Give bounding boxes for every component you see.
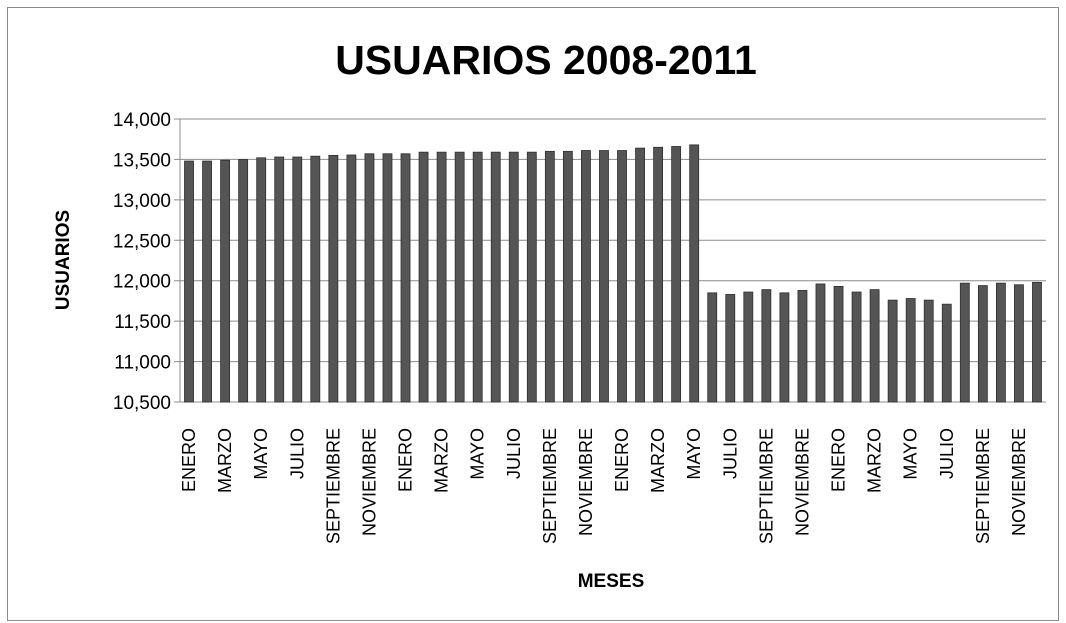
bar xyxy=(256,157,267,403)
bar xyxy=(508,151,519,403)
x-tick-label: NOVIEMBRE xyxy=(576,428,596,536)
y-tick-label: 14,000 xyxy=(113,110,171,131)
x-tick-label: MAYO xyxy=(901,428,921,480)
x-tick-label: ENERO xyxy=(612,428,632,492)
bar xyxy=(725,294,736,403)
bar xyxy=(490,151,501,403)
bar xyxy=(238,159,249,403)
bar xyxy=(797,290,808,403)
x-tick-label: SEPTIEMBRE xyxy=(973,428,993,544)
bar xyxy=(887,299,898,403)
x-tick-label: MAYO xyxy=(468,428,488,480)
chart-title: USUARIOS 2008-2011 xyxy=(335,37,757,83)
bar xyxy=(562,150,573,403)
bar xyxy=(617,150,627,403)
bar xyxy=(671,146,682,403)
y-tick-label: 12,000 xyxy=(113,272,171,293)
bar xyxy=(364,153,375,403)
x-tick-label: SEPTIEMBRE xyxy=(756,428,776,544)
y-axis-title: USUARIOS xyxy=(53,210,74,310)
x-tick-label: ENERO xyxy=(829,428,849,492)
x-axis-title: MESES xyxy=(578,571,645,592)
x-tick-label: MAYO xyxy=(684,428,704,480)
bar xyxy=(869,289,880,403)
bar xyxy=(923,299,934,403)
y-tick-labels: 10,500 11,000 11,500 12,000 12,500 13,000 13,5… xyxy=(113,110,171,414)
bar xyxy=(635,147,645,403)
bars xyxy=(184,144,1042,403)
x-tick-label: SEPTIEMBRE xyxy=(323,428,343,544)
x-tick-label: JULIO xyxy=(937,428,957,479)
bar xyxy=(815,283,826,403)
bar xyxy=(220,159,231,403)
bar xyxy=(274,156,285,403)
bar xyxy=(454,151,465,403)
x-tick-label: NOVIEMBRE xyxy=(359,428,379,536)
x-tick-label: MARZO xyxy=(215,428,235,493)
bar xyxy=(1014,284,1024,403)
x-tick-label: MARZO xyxy=(648,428,668,493)
bar xyxy=(743,291,754,403)
y-tick-label: 11,500 xyxy=(114,312,171,333)
bar xyxy=(328,154,339,403)
bar xyxy=(833,285,844,403)
bar xyxy=(436,151,447,403)
x-tick-label: SEPTIEMBRE xyxy=(540,428,560,544)
bar xyxy=(653,146,664,403)
x-tick-label: NOVIEMBRE xyxy=(1009,428,1029,536)
bar xyxy=(346,154,357,403)
y-tick-label: 11,000 xyxy=(114,353,171,374)
x-tick-label: JULIO xyxy=(504,428,524,479)
bar xyxy=(382,153,393,403)
y-tick-label: 10,500 xyxy=(113,393,171,414)
x-tick-label: MARZO xyxy=(432,428,452,493)
bar xyxy=(184,160,194,403)
bar xyxy=(977,285,988,403)
y-tick-label: 12,500 xyxy=(113,231,171,252)
x-tick-label: NOVIEMBRE xyxy=(792,428,812,536)
bar xyxy=(851,291,862,403)
x-tick-label: MAYO xyxy=(251,428,271,480)
bar xyxy=(544,150,555,403)
bar xyxy=(599,150,609,403)
bar xyxy=(761,289,772,403)
x-tick-label: ENERO xyxy=(179,428,199,492)
bar xyxy=(905,298,916,403)
bar xyxy=(581,150,591,403)
x-tick-labels: ENERO MARZO MAYO JULIO SEPTIEMBRE NOVIEMBRE EN… xyxy=(179,428,1029,544)
bar xyxy=(689,144,700,403)
bar xyxy=(400,153,411,403)
bar xyxy=(959,282,970,403)
bar xyxy=(779,292,790,403)
bar xyxy=(472,151,483,403)
bar xyxy=(707,292,718,403)
y-tick-label: 13,500 xyxy=(113,150,171,171)
bar xyxy=(310,155,321,403)
bar xyxy=(418,151,429,403)
bar xyxy=(202,160,212,403)
x-tick-label: JULIO xyxy=(287,428,307,479)
bar xyxy=(1032,281,1042,403)
bar xyxy=(995,282,1006,403)
bar xyxy=(292,156,303,403)
x-tick-label: ENERO xyxy=(396,428,416,492)
y-tick-label: 13,000 xyxy=(113,191,171,212)
bar xyxy=(941,303,952,403)
bar xyxy=(526,151,537,403)
x-tick-label: MARZO xyxy=(865,428,885,493)
x-tick-label: JULIO xyxy=(720,428,740,479)
